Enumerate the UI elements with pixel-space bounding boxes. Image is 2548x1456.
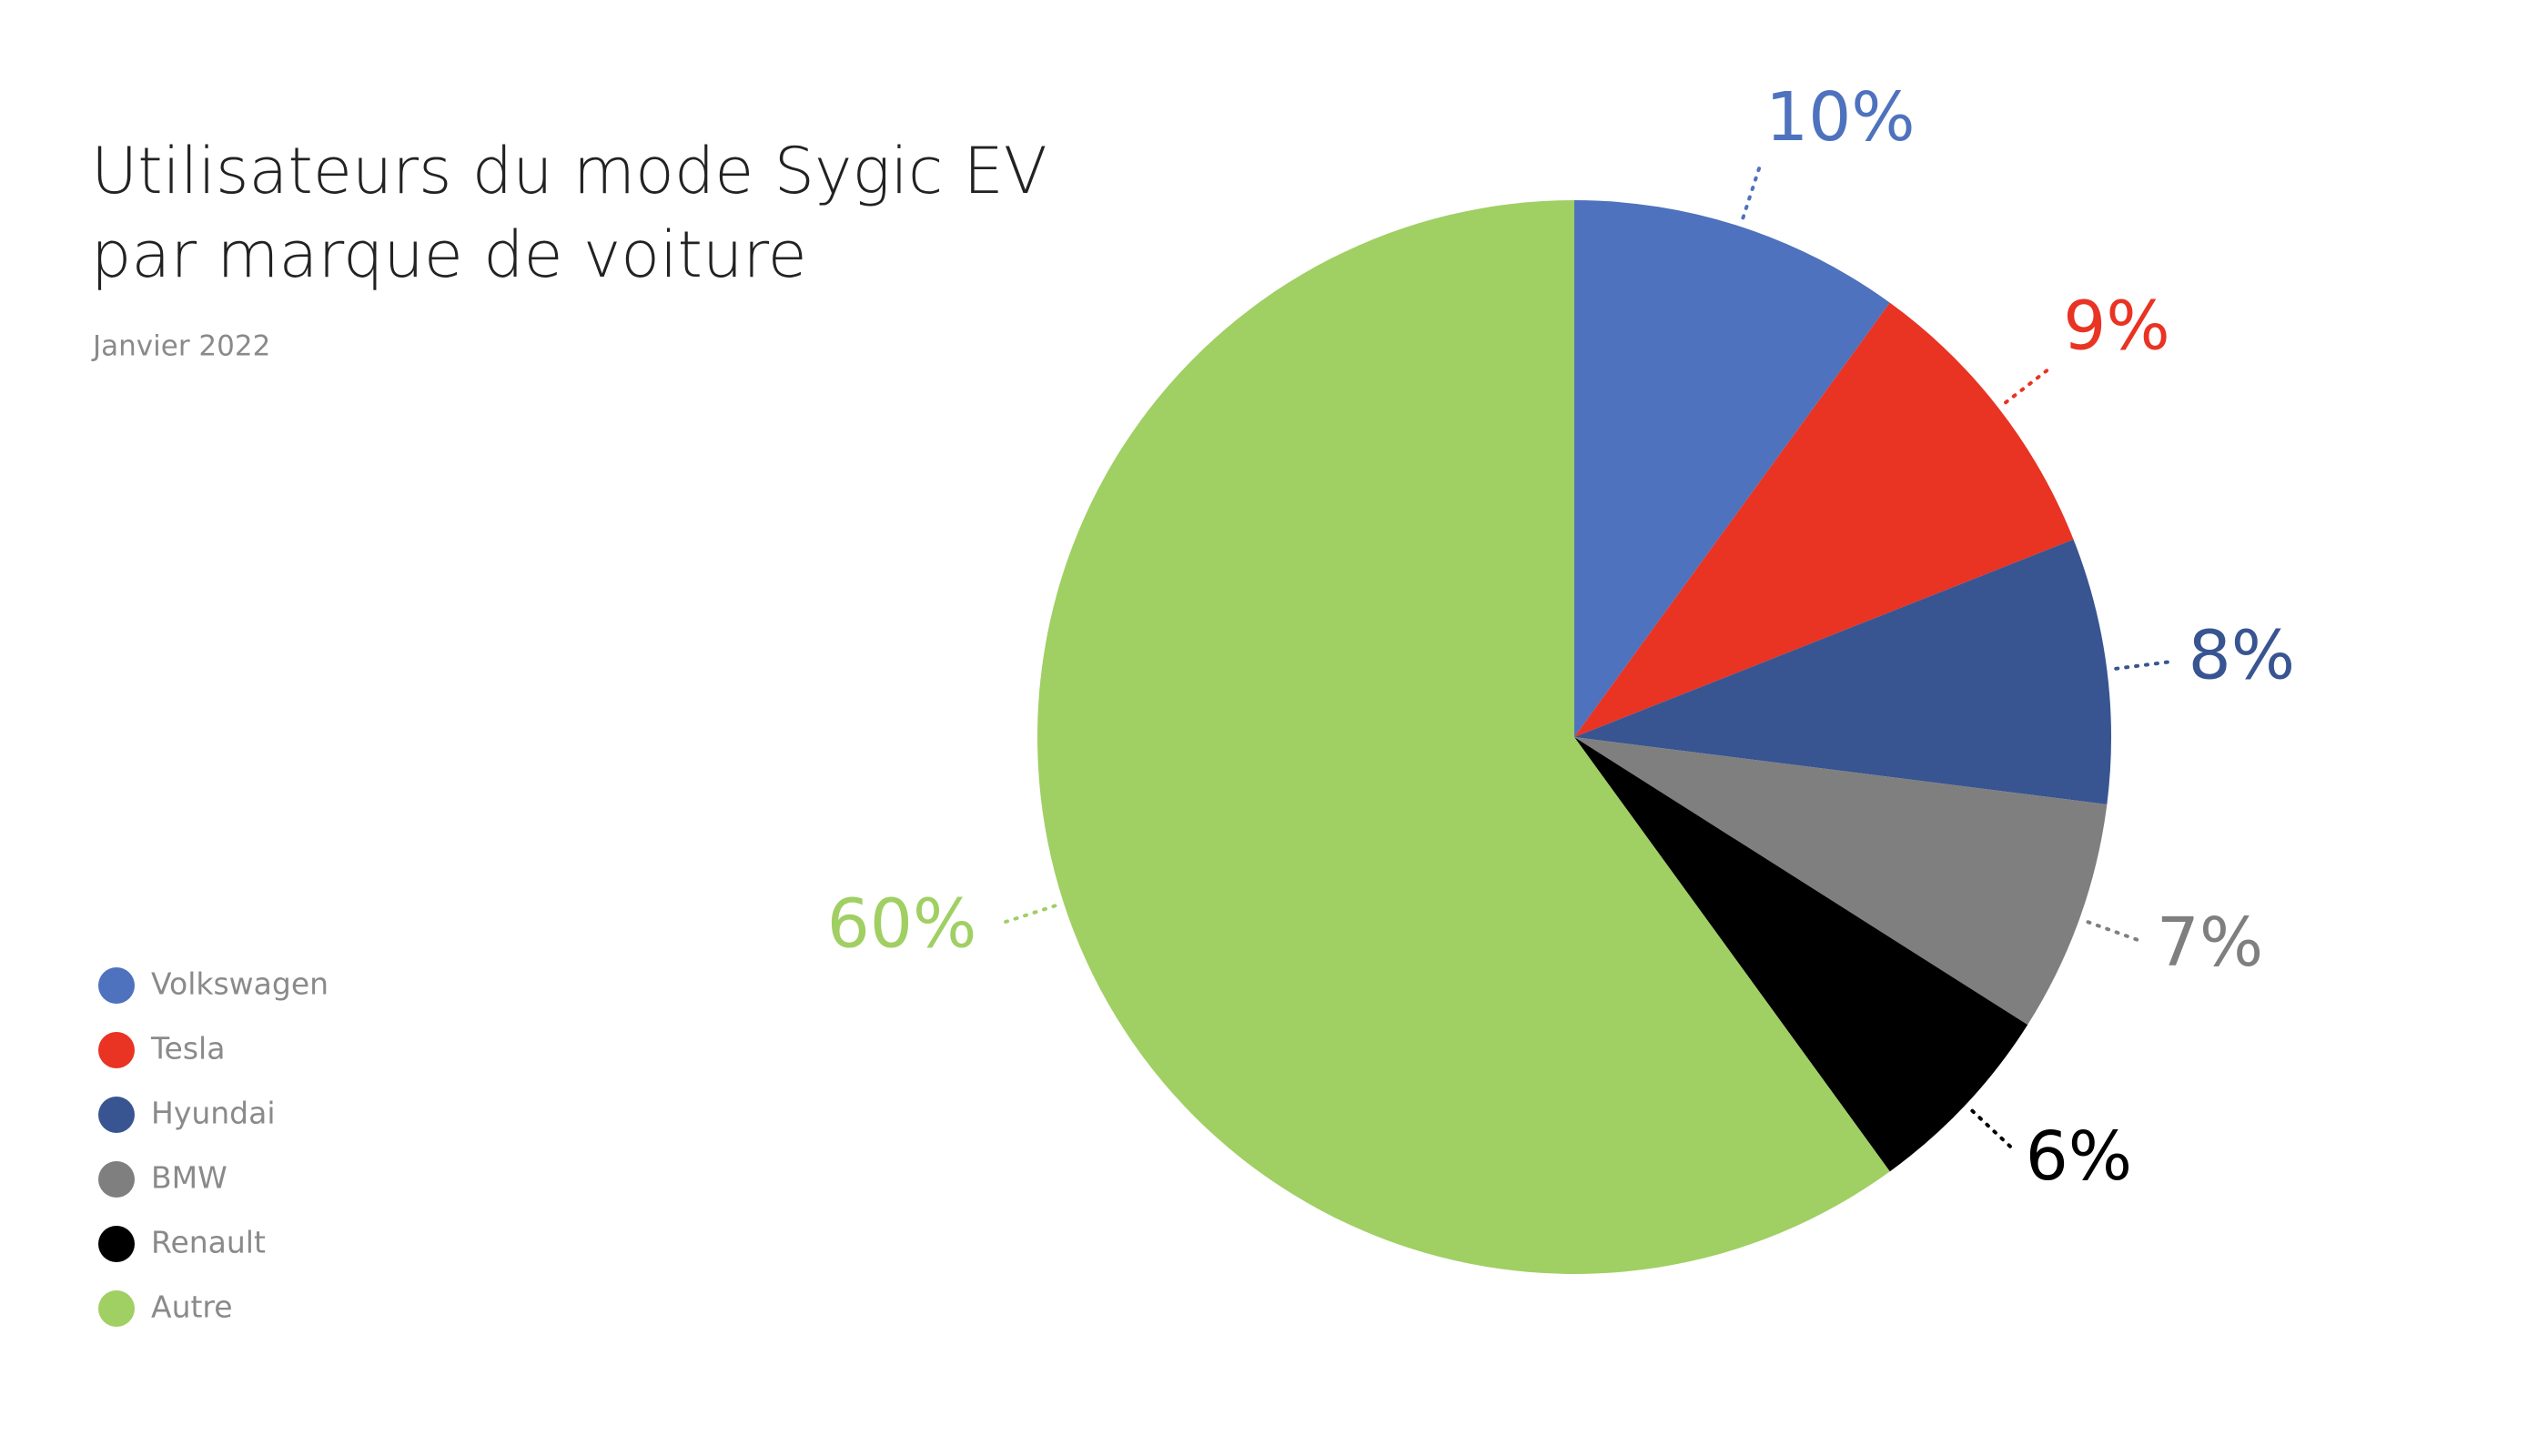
pie-slice bbox=[1574, 737, 2108, 1026]
leader-line bbox=[2086, 920, 2141, 943]
chart-title: Utilisateurs du mode Sygic EV bbox=[91, 134, 1047, 208]
value-label: 9% bbox=[2063, 288, 2169, 366]
value-label: 10% bbox=[1765, 78, 1915, 157]
pie-slice bbox=[1574, 200, 1890, 737]
legend-label: Hyundai bbox=[151, 1096, 276, 1131]
pie-slice bbox=[1574, 539, 2111, 804]
leader-line bbox=[2004, 367, 2051, 405]
leader-line bbox=[1001, 904, 1057, 925]
leader-line bbox=[1970, 1108, 2015, 1150]
legend-marker bbox=[98, 967, 135, 1004]
pie-slice bbox=[1036, 200, 1890, 1275]
chart-subtitle: Janvier 2022 bbox=[91, 330, 270, 363]
value-label: 7% bbox=[2157, 904, 2263, 982]
legend-label: Volkswagen bbox=[151, 966, 329, 1002]
pie-slice bbox=[1574, 302, 2074, 737]
leader-line bbox=[2114, 660, 2172, 671]
legend-marker bbox=[98, 1032, 135, 1068]
legend-label: Tesla bbox=[150, 1031, 225, 1067]
legend-label: Renault bbox=[151, 1225, 266, 1260]
pie-slice bbox=[1574, 737, 2028, 1172]
leader-line bbox=[1741, 164, 1762, 220]
value-label: 60% bbox=[827, 885, 976, 964]
legend-label: BMW bbox=[151, 1160, 228, 1196]
legend-marker bbox=[98, 1161, 135, 1198]
legend-marker bbox=[98, 1097, 135, 1133]
legend-marker bbox=[98, 1226, 135, 1262]
value-label: 6% bbox=[2026, 1117, 2132, 1196]
legend-marker bbox=[98, 1290, 135, 1327]
chart-title: par marque de voiture bbox=[91, 217, 807, 292]
legend-label: Autre bbox=[151, 1289, 233, 1325]
value-label: 8% bbox=[2189, 616, 2295, 694]
